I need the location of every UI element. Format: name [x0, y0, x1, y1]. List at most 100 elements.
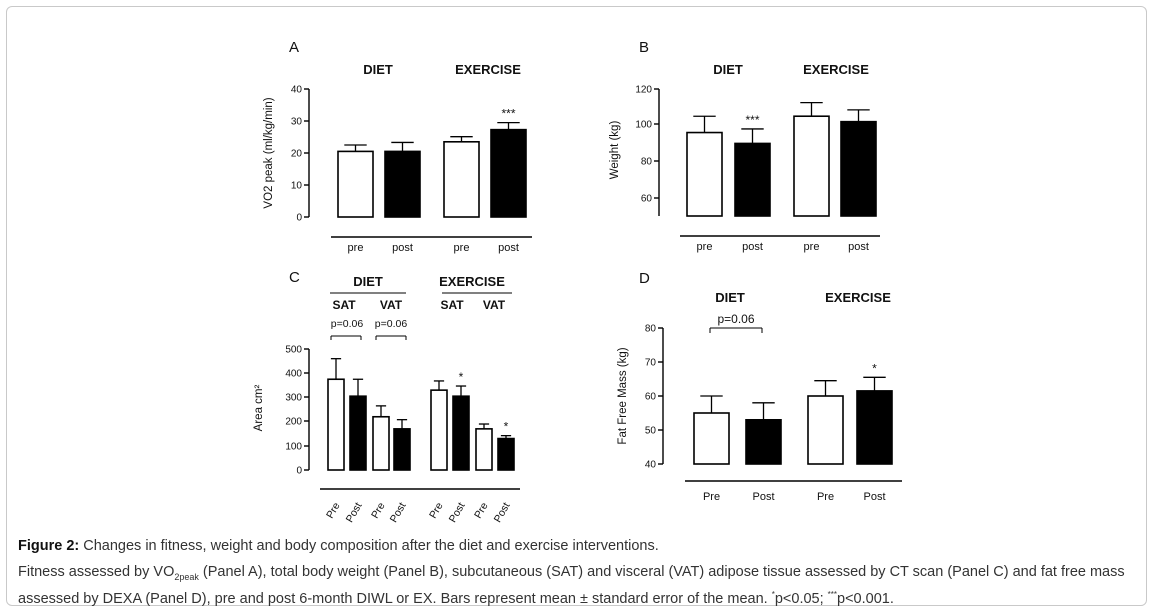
panel-c-letter: C	[289, 269, 300, 286]
panel-a-letter: A	[289, 39, 299, 56]
panel-b-bar	[686, 131, 723, 217]
panel-d-sig-marker: *	[872, 361, 877, 375]
desc-part2: (Panel A), total body weight (Panel B), …	[18, 564, 1125, 607]
panel-a-category-label: pre	[348, 242, 364, 254]
panel-a-bar	[443, 141, 480, 218]
figure-caption: Figure 2: Changes in fitness, weight and…	[18, 537, 1143, 555]
panel-c-category-label: Pre	[427, 500, 446, 520]
panel-d-y-tick-label: 60	[645, 392, 657, 403]
panel-c-subgroup-label: SAT	[440, 298, 464, 312]
panel-d-bar	[745, 418, 782, 465]
panel-b-bar	[734, 142, 771, 217]
panel-d-y-tick-label: 80	[645, 324, 657, 335]
panel-c-bar	[475, 428, 493, 471]
panel-c-category-label: Post	[388, 500, 409, 524]
panel-c-bar	[452, 395, 470, 471]
panel-a-category-label: post	[392, 242, 413, 254]
panel-c-subgroup-label: VAT	[380, 298, 403, 312]
panel-d-y-tick-label: 40	[645, 460, 657, 471]
panel-c-pvalue: p=0.06	[331, 318, 364, 330]
panel-b-group-title: EXERCISE	[803, 62, 869, 77]
panel-a-bar	[384, 150, 421, 218]
panel-b-y-label: Weight (kg)	[609, 121, 621, 180]
panel-c-bar	[393, 428, 411, 471]
panel-b-bar	[840, 120, 877, 217]
panel-c-subgroup-label: VAT	[483, 298, 506, 312]
panel-b-letter: B	[639, 39, 649, 56]
panel-c-y-tick-label: 500	[285, 345, 302, 356]
desc-sup1: *	[771, 589, 775, 599]
panel-b-y-tick-label: 80	[641, 157, 653, 168]
panel-a-y-tick-label: 30	[291, 117, 303, 128]
panel-d-group-title: EXERCISE	[825, 290, 891, 305]
panel-c-bar	[349, 395, 367, 471]
panel-b-category-label: post	[848, 241, 869, 253]
panel-c-subgroup-label: SAT	[332, 298, 356, 312]
panel-a-group-title: DIET	[363, 62, 393, 77]
panel-d-category-label: Pre	[703, 491, 720, 503]
panel-d-bar	[807, 395, 844, 465]
figure-description: Fitness assessed by VO2peak (Panel A), t…	[18, 563, 1143, 608]
panel-c-sig-marker: *	[504, 420, 509, 434]
panel-d-y-label: Fat Free Mass (kg)	[617, 347, 629, 444]
panel-d-group-title: DIET	[715, 290, 745, 305]
panel-d-category-label: Post	[863, 491, 885, 503]
panel-a-category-label: post	[498, 242, 519, 254]
panel-d-category-label: Pre	[817, 491, 834, 503]
panel-c-pvalue: p=0.06	[375, 318, 408, 330]
panel-c-y-tick-label: 100	[285, 442, 302, 453]
panel-c-group-title: EXERCISE	[439, 274, 505, 289]
panel-d-y-tick-label: 50	[645, 426, 657, 437]
panel-c-y-tick-label: 400	[285, 369, 302, 380]
panel-b-y-tick-label: 100	[635, 120, 652, 131]
panel-b-category-label: pre	[804, 241, 820, 253]
panel-c-y-tick-label: 300	[285, 393, 302, 404]
figure-frame	[6, 6, 1147, 606]
panel-b-bar	[793, 115, 830, 217]
panel-c-category-label: Pre	[324, 500, 343, 520]
panel-d-bar	[856, 390, 893, 465]
desc-part4: p<0.001.	[837, 590, 894, 607]
panel-a-y-tick-label: 20	[291, 149, 303, 160]
panel-c-bar	[497, 437, 515, 471]
panel-c-y-tick-label: 200	[285, 417, 302, 428]
panel-a-y-tick-label: 0	[296, 213, 302, 224]
panel-b-category-label: post	[742, 241, 763, 253]
panel-d-pvalue: p=0.06	[717, 312, 754, 326]
panel-a-group-title: EXERCISE	[455, 62, 521, 77]
panel-a-bar	[490, 128, 527, 218]
panel-a-bar	[337, 150, 374, 218]
panel-c-category-label: Post	[447, 500, 468, 524]
panel-a-category-label: pre	[454, 242, 470, 254]
panel-c-category-label: Post	[492, 500, 513, 524]
panel-b-group-title: DIET	[713, 62, 743, 77]
panel-c-category-label: Pre	[369, 500, 388, 520]
panel-c-sig-marker: *	[459, 370, 464, 384]
panel-d-category-label: Post	[752, 491, 774, 503]
panel-b-y-tick-label: 120	[635, 85, 652, 96]
desc-part3: p<0.05;	[774, 590, 828, 607]
desc-sup2: ***	[827, 589, 837, 599]
panel-c-y-tick-label: 0	[296, 466, 302, 477]
panel-c-category-label: Pre	[472, 500, 491, 520]
panel-c-bar	[327, 378, 345, 471]
desc-part1: Fitness assessed by VO	[18, 564, 175, 580]
panel-a-sig-marker: ***	[501, 107, 515, 121]
panel-d-y-tick-label: 70	[645, 358, 657, 369]
panel-d-bar	[693, 412, 730, 465]
panel-a-y-tick-label: 40	[291, 85, 303, 96]
panel-a-y-tick-label: 10	[291, 181, 303, 192]
panel-c-category-label: Post	[344, 500, 365, 524]
caption-label: Figure 2:	[18, 538, 80, 554]
panel-c-y-label: Area cm²	[253, 385, 265, 432]
panel-c-bar	[430, 389, 448, 471]
panel-d-letter: D	[639, 270, 650, 287]
desc-sub: 2peak	[174, 571, 199, 582]
caption-title: Changes in fitness, weight and body comp…	[83, 538, 659, 554]
panel-c-group-title: DIET	[353, 274, 383, 289]
panel-b-y-tick-label: 60	[641, 194, 653, 205]
panel-c-bar	[372, 415, 390, 471]
panel-b-sig-marker: ***	[745, 113, 759, 127]
panel-b-category-label: pre	[697, 241, 713, 253]
